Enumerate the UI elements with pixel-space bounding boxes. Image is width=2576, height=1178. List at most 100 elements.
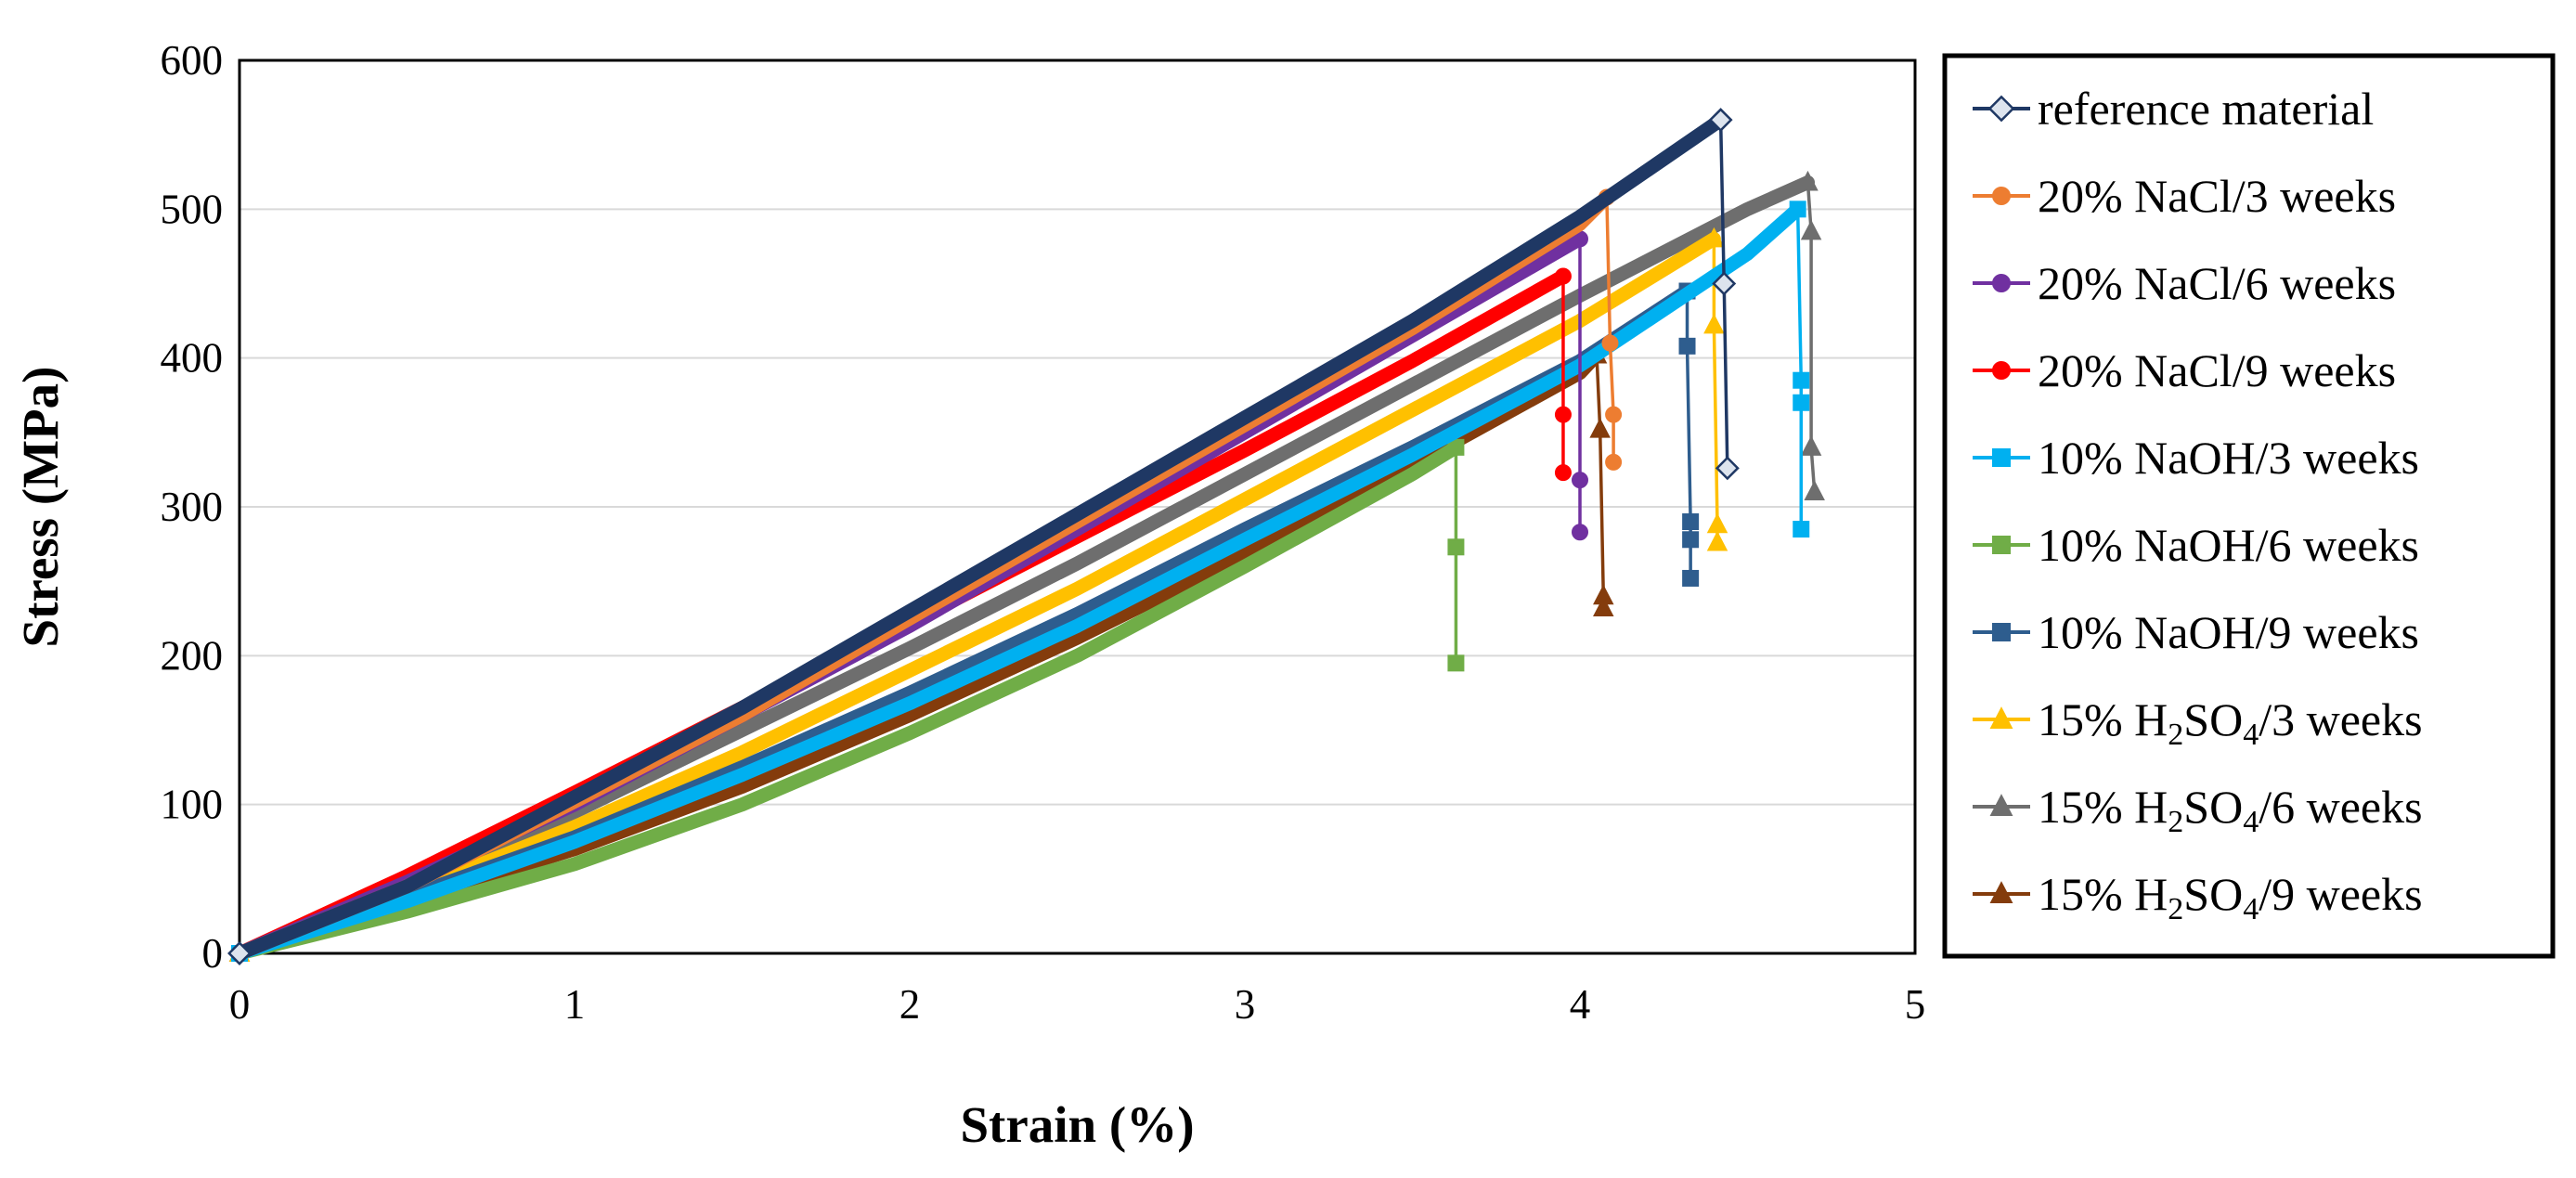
data-point	[1447, 538, 1465, 556]
legend-label-part: SO	[2183, 693, 2243, 745]
data-point	[1554, 267, 1572, 285]
series-line	[232, 112, 1728, 961]
data-point	[1601, 334, 1619, 352]
legend-item: 15% H2SO4/6 weeks	[1973, 781, 2423, 839]
data-point	[1793, 521, 1810, 538]
x-tick-label: 0	[229, 981, 251, 1028]
data-point	[1706, 530, 1728, 551]
plot-area-frame	[238, 58, 1917, 955]
legend-frame	[1942, 53, 2556, 959]
data-point	[1447, 438, 1465, 456]
legend: reference material 20% NaCl/3 weeks 20% Na…	[1942, 53, 2556, 959]
data-point	[1992, 536, 2011, 554]
data-point	[1572, 524, 1588, 541]
legend-label-part: SO	[2183, 868, 2243, 920]
legend-label-part: reference material	[2038, 83, 2374, 135]
legend-label: 10% NaOH/9 weeks	[2038, 606, 2419, 658]
data-point	[1992, 623, 2011, 641]
legend-label: 20% NaCl/3 weeks	[2038, 170, 2396, 222]
data-point	[1682, 569, 1700, 587]
series-failure-drop	[1795, 209, 1804, 530]
data-point	[1987, 95, 2015, 123]
legend-item: 15% H2SO4/9 weeks	[1973, 868, 2423, 926]
y-tick-label: 400	[161, 335, 224, 382]
legend-label-part: 20% NaCl/3 weeks	[2038, 170, 2396, 222]
y-tick-label: 0	[202, 930, 224, 977]
legend-label-subscript: 2	[2168, 892, 2183, 926]
x-tick-label: 5	[1905, 981, 1926, 1028]
data-point	[1605, 453, 1623, 471]
legend-label-part: /6 weeks	[2259, 781, 2422, 833]
data-point	[1797, 170, 1819, 191]
legend-label-subscript: 4	[2243, 718, 2259, 752]
legend-item: 20% NaCl/9 weeks	[1973, 344, 2396, 396]
legend-label-part: 15% H	[2038, 868, 2168, 920]
x-tick-label: 2	[900, 981, 921, 1028]
data-point	[1554, 464, 1572, 482]
legend-label-subscript: 4	[2243, 805, 2259, 839]
legend-label-subscript: 4	[2243, 892, 2259, 926]
series-line	[232, 201, 1806, 961]
x-axis-title: Strain (%)	[960, 1096, 1194, 1153]
y-tick-label: 600	[161, 37, 224, 84]
data-point	[1800, 219, 1822, 240]
data-point	[1682, 513, 1700, 531]
series-layer	[227, 108, 1825, 965]
legend-label-part: 10% NaOH/3 weeks	[2038, 432, 2419, 484]
legend-label: 15% H2SO4/9 weeks	[2038, 868, 2423, 926]
legend-label-part: 20% NaCl/9 weeks	[2038, 344, 2396, 396]
data-point	[1678, 337, 1696, 355]
legend-label-part: SO	[2183, 781, 2243, 833]
series-failure-drop	[1806, 182, 1817, 493]
data-point	[1572, 472, 1588, 489]
data-point	[227, 941, 252, 965]
legend-item: 20% NaCl/3 weeks	[1973, 170, 2396, 222]
data-point	[1682, 531, 1700, 549]
legend-label: 20% NaCl/9 weeks	[2038, 344, 2396, 396]
data-point	[1605, 406, 1623, 423]
data-point	[1554, 406, 1572, 423]
legend-item: 15% H2SO4/3 weeks	[1973, 693, 2423, 752]
legend-item: reference material	[1973, 83, 2374, 135]
legend-item: 20% NaCl/6 weeks	[1973, 257, 2396, 309]
legend-item: 10% NaOH/3 weeks	[1973, 432, 2419, 484]
legend-item: 10% NaOH/6 weeks	[1973, 519, 2419, 571]
legend-label: 20% NaCl/6 weeks	[2038, 257, 2396, 309]
data-point	[1804, 480, 1825, 500]
data-point	[1989, 794, 2013, 816]
legend-label-part: 20% NaCl/6 weeks	[2038, 257, 2396, 309]
y-axis-ticks: 0 100 200 300 400 500 600	[161, 37, 224, 977]
legend-label-part: /3 weeks	[2259, 693, 2422, 745]
series-failure-drop	[1605, 197, 1615, 462]
data-point	[1800, 435, 1822, 456]
data-point	[1712, 271, 1737, 296]
legend-label-part: 15% H	[2038, 693, 2168, 745]
x-axis-ticks: 0 1 2 3 4 5	[229, 981, 1926, 1028]
y-tick-label: 300	[161, 484, 224, 530]
x-tick-label: 1	[564, 981, 586, 1028]
legend-label: 10% NaOH/6 weeks	[2038, 519, 2419, 571]
data-point	[1589, 418, 1611, 438]
data-point	[1989, 706, 2013, 729]
data-point	[1992, 187, 2011, 205]
data-point	[1715, 456, 1740, 481]
data-point	[1703, 313, 1725, 334]
data-point	[1447, 654, 1465, 672]
series-0	[227, 108, 1740, 965]
y-tick-label: 500	[161, 186, 224, 232]
legend-label-part: 10% NaOH/6 weeks	[2038, 519, 2419, 571]
legend-item: 10% NaOH/9 weeks	[1973, 606, 2419, 658]
series-line	[232, 440, 1463, 961]
data-point	[1989, 881, 2013, 903]
y-axis-title: Stress (MPa)	[12, 367, 69, 648]
data-point	[1992, 361, 2011, 380]
legend-label-part: /9 weeks	[2259, 868, 2422, 920]
legend-label-part: 15% H	[2038, 781, 2168, 833]
y-tick-label: 100	[161, 782, 224, 828]
data-point	[1593, 596, 1614, 617]
data-point	[1789, 201, 1806, 218]
legend-label: 10% NaOH/3 weeks	[2038, 432, 2419, 484]
legend-label-part: 10% NaOH/9 weeks	[2038, 606, 2419, 658]
x-tick-label: 3	[1235, 981, 1256, 1028]
